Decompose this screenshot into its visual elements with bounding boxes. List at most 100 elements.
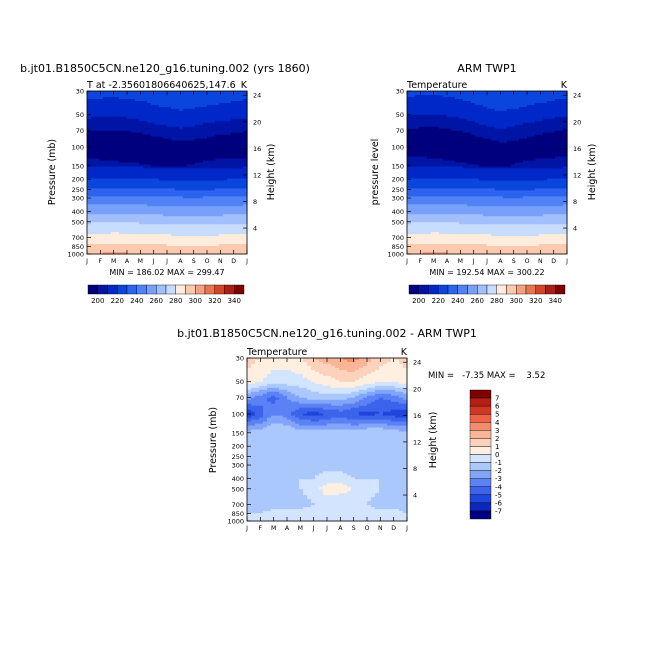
contour-cell xyxy=(99,172,104,176)
contour-cell xyxy=(151,146,156,150)
contour-cell xyxy=(231,158,236,162)
contour-cell xyxy=(143,134,148,138)
contour-cell xyxy=(123,228,128,231)
contour-cell xyxy=(211,194,216,197)
contour-cell xyxy=(131,188,136,191)
contour-cell xyxy=(215,92,220,96)
contour-cell xyxy=(123,200,128,203)
month-tick-label: J xyxy=(245,258,248,265)
contour-cell xyxy=(139,230,144,233)
contour-cell xyxy=(223,142,228,146)
contour-cell xyxy=(119,122,124,126)
contour-cell xyxy=(159,176,164,180)
contour-cell xyxy=(415,92,420,96)
contour-cell xyxy=(139,128,144,132)
contour-cell xyxy=(483,91,488,94)
contour-cell xyxy=(119,188,124,191)
contour-cell xyxy=(95,176,100,180)
contour-cell xyxy=(119,212,124,215)
contour-cell xyxy=(115,190,120,193)
contour-cell xyxy=(219,248,224,251)
contour-cell xyxy=(219,200,224,203)
contour-cell xyxy=(239,158,244,162)
contour-cell xyxy=(235,186,240,189)
contour-cell xyxy=(139,152,144,156)
contour-cell xyxy=(239,152,244,156)
contour-cell xyxy=(183,116,188,120)
contour-cell xyxy=(203,116,208,120)
contour-cell xyxy=(183,250,188,253)
contour-cell xyxy=(163,92,168,96)
contour-cell xyxy=(183,160,188,164)
contour-cell xyxy=(91,252,96,255)
contour-cell xyxy=(123,166,128,170)
contour-cell xyxy=(91,186,96,189)
contour-cell xyxy=(135,134,140,138)
contour-cell xyxy=(175,230,180,233)
contour-cell xyxy=(139,240,144,243)
contour-cell xyxy=(135,112,140,116)
contour-cell xyxy=(231,128,236,132)
contour-cell xyxy=(243,208,248,211)
contour-cell xyxy=(179,180,184,184)
contour-cell xyxy=(407,91,412,94)
contour-cell xyxy=(199,206,204,209)
contour-cell xyxy=(159,92,164,96)
contour-cell xyxy=(235,210,240,213)
contour-cell xyxy=(95,168,100,172)
contour-cell xyxy=(195,252,200,255)
contour-cell xyxy=(191,240,196,243)
contour-cell xyxy=(191,176,196,180)
contour-cell xyxy=(179,152,184,156)
contour-cell xyxy=(107,240,112,243)
contour-cell xyxy=(215,96,220,100)
contour-cell xyxy=(159,156,164,160)
contour-cell xyxy=(175,150,180,154)
contour-cell xyxy=(179,242,184,245)
contour-cell xyxy=(135,98,140,102)
contour-cell xyxy=(87,104,92,108)
contour-cell xyxy=(199,192,204,195)
contour-cell xyxy=(95,188,100,191)
contour-cell xyxy=(143,124,148,128)
contour-cell xyxy=(199,136,204,140)
colorbar-label: 200 xyxy=(91,297,104,305)
contour-cell xyxy=(159,250,164,253)
contour-cell xyxy=(107,198,112,201)
contour-cell xyxy=(235,128,240,132)
contour-cell xyxy=(207,91,212,94)
contour-cell xyxy=(227,216,232,219)
contour-cell xyxy=(223,186,228,189)
panel2-contour-field xyxy=(407,91,568,255)
contour-cell xyxy=(195,248,200,251)
contour-cell xyxy=(139,114,144,118)
contour-cell xyxy=(239,186,244,189)
contour-cell xyxy=(183,92,188,96)
contour-cell xyxy=(411,91,416,94)
contour-cell xyxy=(87,180,92,184)
contour-cell xyxy=(231,114,236,118)
contour-cell xyxy=(91,180,96,184)
contour-cell xyxy=(143,178,148,182)
contour-cell xyxy=(119,172,124,176)
contour-cell xyxy=(143,212,148,215)
contour-cell xyxy=(111,91,116,94)
contour-cell xyxy=(211,160,216,164)
contour-cell xyxy=(195,192,200,195)
contour-cell xyxy=(539,91,544,94)
contour-cell xyxy=(127,170,132,174)
contour-cell xyxy=(151,128,156,132)
contour-cell xyxy=(183,208,188,211)
contour-cell xyxy=(163,172,168,176)
contour-cell xyxy=(159,144,164,148)
contour-cell xyxy=(215,184,220,188)
contour-cell xyxy=(203,108,208,112)
contour-cell xyxy=(139,222,144,225)
contour-cell xyxy=(155,182,160,186)
contour-cell xyxy=(199,140,204,144)
contour-cell xyxy=(191,96,196,100)
contour-cell xyxy=(191,182,196,186)
contour-cell xyxy=(87,226,92,229)
contour-cell xyxy=(435,92,440,96)
pressure-tick-label: 850 xyxy=(72,243,84,251)
